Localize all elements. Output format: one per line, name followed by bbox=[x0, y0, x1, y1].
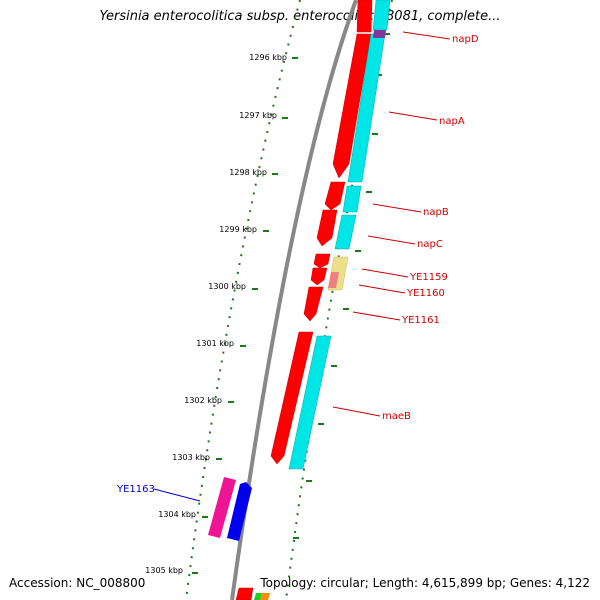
gene-bottom-red-feature[interactable] bbox=[235, 587, 254, 600]
major-ticks bbox=[192, 57, 298, 574]
kbp-label-1303: 1303 kbp bbox=[172, 453, 210, 462]
cyan-feature-napC[interactable] bbox=[334, 214, 357, 250]
gene-napB-feature[interactable] bbox=[324, 181, 346, 211]
kbp-label-1300: 1300 kbp bbox=[208, 282, 246, 291]
purple-feature[interactable] bbox=[373, 30, 386, 38]
leader-napC bbox=[367, 235, 416, 245]
kbp-label-1301: 1301 kbp bbox=[196, 339, 234, 348]
gene-YE1159-feature[interactable] bbox=[313, 253, 331, 269]
gene-label-napD[interactable]: napD bbox=[452, 34, 479, 45]
gene-YE1161-feature[interactable] bbox=[303, 286, 324, 322]
cyan-feature-maeB[interactable] bbox=[288, 335, 332, 470]
gene-maeB-feature[interactable] bbox=[270, 331, 314, 465]
gene-napC-feature[interactable] bbox=[316, 209, 338, 247]
cyan-feature-napB[interactable] bbox=[342, 185, 362, 213]
gene-label-YE1160[interactable]: YE1160 bbox=[406, 288, 445, 299]
gene-napA-feature[interactable] bbox=[332, 33, 372, 179]
leader-YE1159 bbox=[361, 268, 409, 278]
kbp-label-1304: 1304 kbp bbox=[158, 510, 196, 519]
gene-label-napC[interactable]: napC bbox=[417, 239, 443, 250]
leader-napB bbox=[372, 203, 422, 213]
gene-label-napA[interactable]: napA bbox=[439, 116, 465, 127]
map-title: Yersinia enterocolitica subsp. enterocol… bbox=[99, 9, 501, 24]
kbp-label-1296: 1296 kbp bbox=[249, 53, 287, 62]
leader-napA bbox=[388, 111, 438, 121]
gene-napD-feature[interactable] bbox=[356, 0, 373, 33]
leader-YE1160 bbox=[358, 284, 406, 294]
kbp-label-1299: 1299 kbp bbox=[219, 225, 257, 234]
kbp-label-1297: 1297 kbp bbox=[239, 111, 277, 120]
pink-feature[interactable] bbox=[328, 272, 339, 288]
gene-label-napB[interactable]: napB bbox=[423, 207, 449, 218]
green-feature[interactable] bbox=[254, 593, 262, 600]
gene-YE1160-feature[interactable] bbox=[310, 267, 328, 286]
leader-maeB bbox=[332, 406, 381, 417]
leader-YE1163 bbox=[153, 488, 201, 502]
backbone-arc bbox=[230, 0, 358, 600]
cyan-feature-napD[interactable] bbox=[372, 0, 391, 31]
gene-label-YE1161[interactable]: YE1161 bbox=[401, 315, 440, 326]
orange-feature[interactable] bbox=[260, 593, 270, 600]
kbp-label-1302: 1302 kbp bbox=[184, 396, 222, 405]
kbp-label-1298: 1298 kbp bbox=[229, 168, 267, 177]
magenta-feature-YE1163[interactable] bbox=[208, 477, 236, 538]
gene-label-YE1163[interactable]: YE1163 bbox=[116, 484, 155, 495]
blue-feature[interactable] bbox=[227, 482, 252, 541]
gene-label-maeB[interactable]: maeB bbox=[382, 411, 411, 422]
leader-napD bbox=[402, 31, 451, 40]
gene-label-YE1159[interactable]: YE1159 bbox=[409, 272, 448, 283]
kbp-label-1305: 1305 kbp bbox=[145, 566, 183, 575]
accession-text: Accession: NC_008800 bbox=[9, 576, 146, 590]
topology-summary: Topology: circular; Length: 4,615,899 bp… bbox=[260, 576, 590, 590]
leader-YE1161 bbox=[352, 311, 401, 321]
